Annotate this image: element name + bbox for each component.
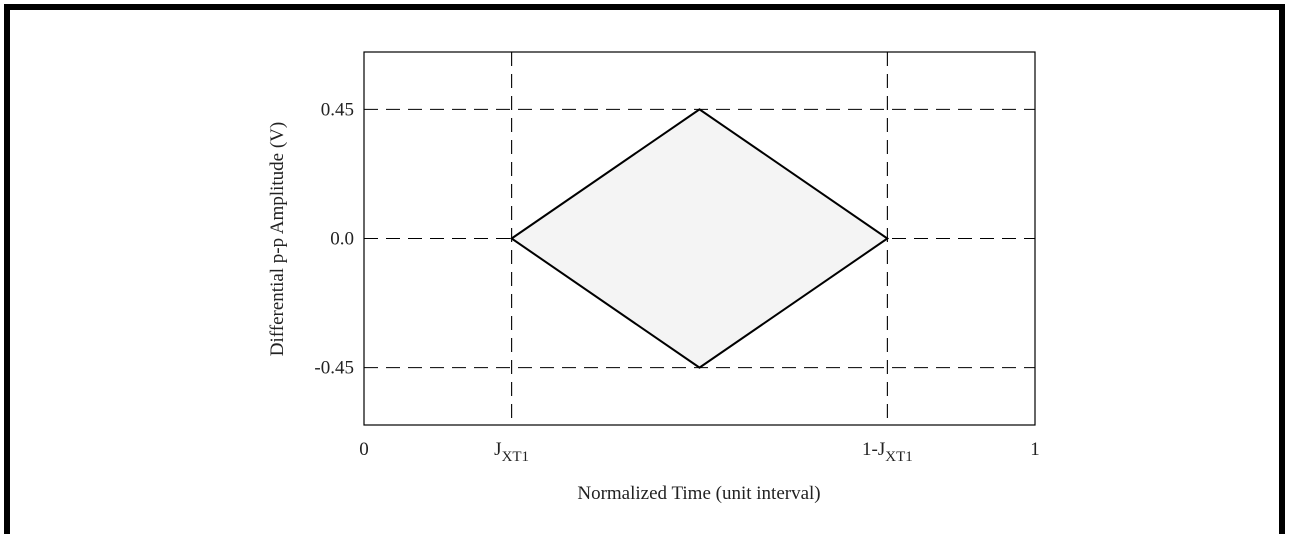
x-tick-label: 1-JXT1 (862, 439, 913, 465)
x-tick-label: JXT1 (494, 439, 529, 465)
y-tick-label: 0.45 (321, 99, 354, 120)
eye-mask-polygon (509, 108, 890, 369)
x-axis-label: Normalized Time (unit interval) (577, 483, 820, 504)
y-tick-labels: 0.45 0.0 -0.45 (314, 99, 354, 378)
x-tick-labels: 0 JXT1 1-JXT1 1 (359, 439, 1040, 465)
x-tick-label: 1 (1030, 439, 1040, 460)
figure-frame (4, 4, 1285, 534)
y-axis-label: Differential p-p Amplitude (V) (267, 122, 288, 356)
y-tick-label: -0.45 (314, 358, 354, 379)
y-tick-label: 0.0 (330, 229, 354, 250)
x-tick-label: 0 (359, 439, 369, 460)
